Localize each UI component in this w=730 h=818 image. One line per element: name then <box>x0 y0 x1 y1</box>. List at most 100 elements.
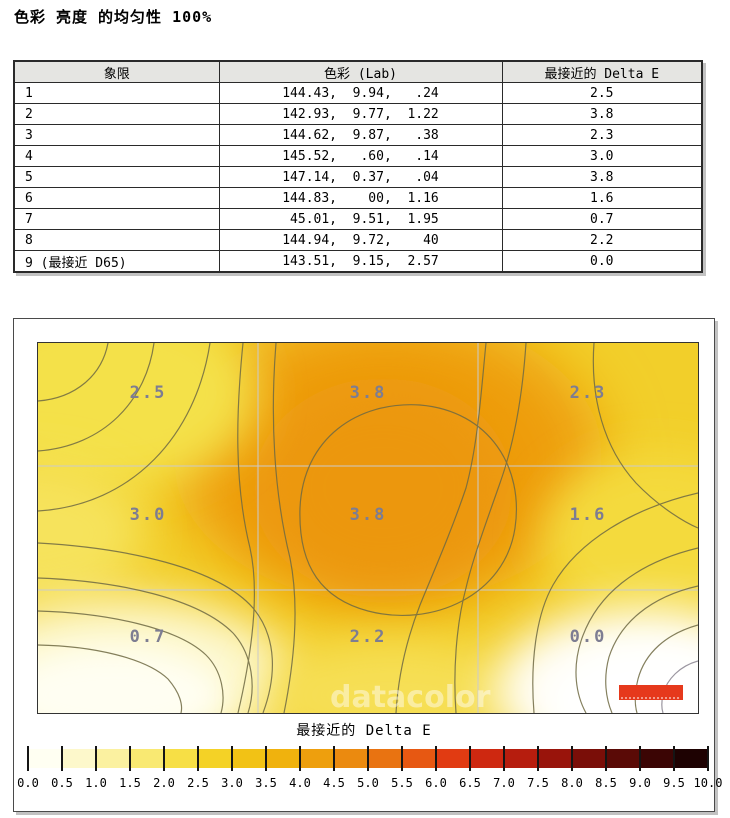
cell-label-r0c1: 3.8 <box>349 383 387 403</box>
colorbar-tick-label: 5.0 <box>357 776 379 790</box>
quadrant-cell: 2 <box>13 103 220 125</box>
table-row: 3 144.62, 9.87, .38 2.3 <box>13 124 703 146</box>
quadrant-cell: 5 <box>13 166 220 188</box>
colorbar-segment <box>198 749 232 768</box>
colorbar-segment <box>436 749 470 768</box>
quadrant-cell: 7 <box>13 208 220 230</box>
table-row: 9 (最接近 D65) 143.51, 9.15, 2.57 0.0 <box>13 250 703 273</box>
table-row: 4 145.52, .60, .14 3.0 <box>13 145 703 167</box>
colorbar-tick <box>469 746 471 771</box>
colorbar-tick-label: 10.0 <box>693 776 723 790</box>
colorbar-segment <box>504 749 538 768</box>
colorbar-tick-label: 8.0 <box>561 776 583 790</box>
cell-label-r1c0: 3.0 <box>129 505 167 525</box>
table-row: 8 144.94, 9.72, 40 2.2 <box>13 229 703 251</box>
colorbar-segment <box>164 749 198 768</box>
delta-e-cell: 3.0 <box>501 145 703 167</box>
delta-e-cell: 0.0 <box>501 250 703 273</box>
lab-cell: 143.51, 9.15, 2.57 <box>218 250 503 273</box>
colorbar-tick <box>129 746 131 771</box>
delta-e-cell: 3.8 <box>501 103 703 125</box>
contour-canvas: datacolor <box>38 343 698 713</box>
colorbar-tick-label: 6.5 <box>459 776 481 790</box>
colorbar-tick-label: 5.5 <box>391 776 413 790</box>
datacolor-logo <box>619 685 683 700</box>
colorbar-segment <box>572 749 606 768</box>
cell-label-r2c2: 0.0 <box>569 627 607 647</box>
lab-cell: 144.94, 9.72, 40 <box>218 229 503 251</box>
colorbar-segment <box>232 749 266 768</box>
colorbar-tick-label: 2.0 <box>153 776 175 790</box>
delta-e-cell: 0.7 <box>501 208 703 230</box>
colorbar-tick-label: 6.0 <box>425 776 447 790</box>
colorbar-segment <box>334 749 368 768</box>
lab-cell: 144.62, 9.87, .38 <box>218 124 503 146</box>
delta-e-cell: 2.2 <box>501 229 703 251</box>
colorbar-tick-label: 1.0 <box>85 776 107 790</box>
uniformity-chart-panel: datacolor 2.5 3.8 2.3 3.0 3.8 1.6 0.7 2.… <box>13 318 722 812</box>
colorbar-segment <box>266 749 300 768</box>
page-title: 色彩 亮度 的均匀性 100% <box>14 8 213 26</box>
contour-lines <box>38 343 698 713</box>
quadrant-cell: 8 <box>13 229 220 251</box>
colorbar-tick <box>231 746 233 771</box>
lab-cell: 142.93, 9.77, 1.22 <box>218 103 503 125</box>
quadrant-cell: 1 <box>13 82 220 104</box>
colorbar-tick-label: 3.0 <box>221 776 243 790</box>
colorbar-segment <box>368 749 402 768</box>
quadrant-cell: 4 <box>13 145 220 167</box>
colorbar-segment <box>28 749 62 768</box>
colorbar-tick <box>435 746 437 771</box>
table-row: 5 147.14, 0.37, .04 3.8 <box>13 166 703 188</box>
lab-cell: 144.83, 00, 1.16 <box>218 187 503 209</box>
colorbar-segment <box>300 749 334 768</box>
delta-e-cell: 1.6 <box>501 187 703 209</box>
datacolor-watermark: datacolor <box>330 680 491 713</box>
lab-cell: 45.01, 9.51, 1.95 <box>218 208 503 230</box>
table-header-row: 象限 色彩 (Lab) 最接近的 Delta E <box>13 60 703 83</box>
lab-cell: 147.14, 0.37, .04 <box>218 166 503 188</box>
colorbar-tick-label: 9.0 <box>629 776 651 790</box>
cell-label-r2c1: 2.2 <box>349 627 387 647</box>
colorbar-tick-label: 2.5 <box>187 776 209 790</box>
lab-cell: 145.52, .60, .14 <box>218 145 503 167</box>
colorbar-segment <box>606 749 640 768</box>
colorbar-tick <box>401 746 403 771</box>
cell-label-r0c2: 2.3 <box>569 383 607 403</box>
colorbar-tick-label: 0.0 <box>17 776 39 790</box>
cell-label-r2c0: 0.7 <box>129 627 167 647</box>
colorbar-segment <box>96 749 130 768</box>
uniformity-table: 象限 色彩 (Lab) 最接近的 Delta E 1 144.43, 9.94, … <box>13 60 703 273</box>
colorbar-title: 最接近的 Delta E <box>296 723 432 739</box>
colorbar-tick <box>707 746 709 771</box>
table-row: 6 144.83, 00, 1.16 1.6 <box>13 187 703 209</box>
colorbar-tick <box>605 746 607 771</box>
colorbar-tick <box>95 746 97 771</box>
colorbar-segment <box>538 749 572 768</box>
colorbar-tick <box>639 746 641 771</box>
colorbar-tick <box>61 746 63 771</box>
colorbar-tick-label: 7.5 <box>527 776 549 790</box>
colorbar-tick <box>503 746 505 771</box>
colorbar-tick-label: 4.0 <box>289 776 311 790</box>
colorbar-tick-label: 9.5 <box>663 776 685 790</box>
colorbar-tick <box>367 746 369 771</box>
delta-e-cell: 2.3 <box>501 124 703 146</box>
table-row: 2 142.93, 9.77, 1.22 3.8 <box>13 103 703 125</box>
delta-e-cell: 3.8 <box>501 166 703 188</box>
quadrant-cell: 3 <box>13 124 220 146</box>
colorbar-tick <box>299 746 301 771</box>
contour-plot: datacolor 2.5 3.8 2.3 3.0 3.8 1.6 0.7 2.… <box>37 342 699 714</box>
colorbar-tick <box>27 746 29 771</box>
colorbar-tick <box>537 746 539 771</box>
header-lab: 色彩 (Lab) <box>218 60 503 83</box>
cell-label-r1c1: 3.8 <box>349 505 387 525</box>
colorbar-segment <box>130 749 164 768</box>
quadrant-cell: 6 <box>13 187 220 209</box>
colorbar-tick-label: 0.5 <box>51 776 73 790</box>
colorbar-tick-label: 1.5 <box>119 776 141 790</box>
colorbar-tick <box>333 746 335 771</box>
colorbar-segment <box>402 749 436 768</box>
colorbar-tick-label: 7.0 <box>493 776 515 790</box>
colorbar-segment <box>674 749 708 768</box>
